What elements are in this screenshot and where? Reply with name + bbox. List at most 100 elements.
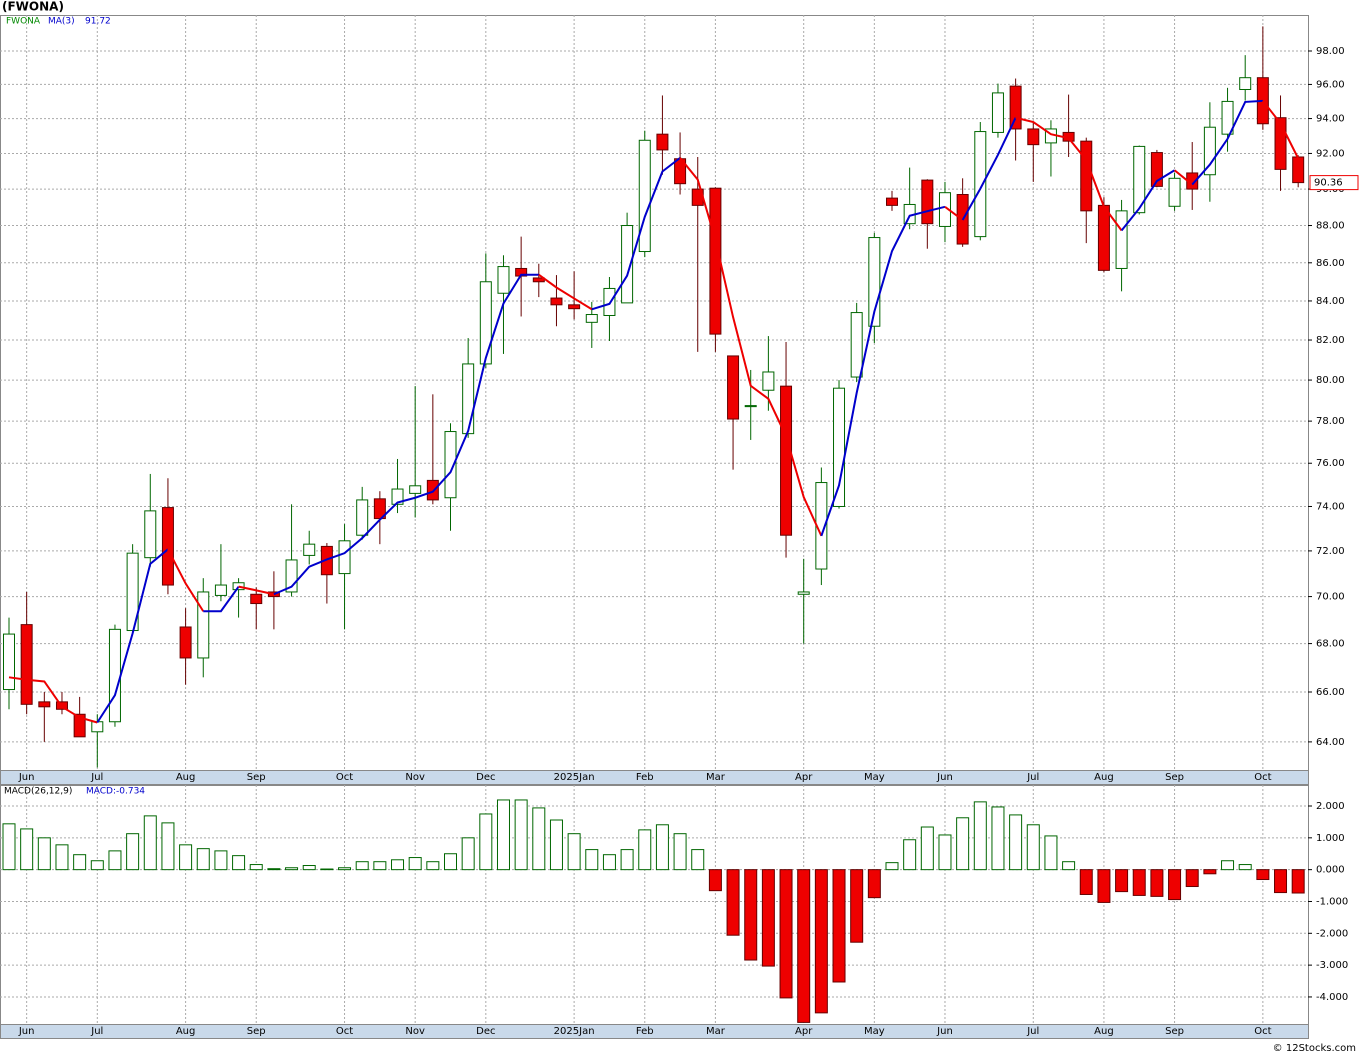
macd-bar xyxy=(1079,869,1093,895)
x-tick-label: 2025Jan xyxy=(554,1026,595,1037)
ma-line xyxy=(96,548,169,724)
candle-body xyxy=(1292,156,1305,184)
x-tick-label: Dec xyxy=(476,772,495,783)
ma-line xyxy=(1262,100,1300,159)
ma-line xyxy=(1173,169,1193,186)
x-tick-label: Aug xyxy=(1094,772,1114,783)
candle-body xyxy=(1203,126,1216,176)
macd-bar xyxy=(1256,869,1270,881)
x-tick-label: Dec xyxy=(476,1026,495,1037)
macd-bar xyxy=(1274,869,1288,894)
y-tick-label: 96.00 xyxy=(1316,79,1345,90)
legend-value: 91.72 xyxy=(85,17,111,27)
x-tick-label: Oct xyxy=(1254,1026,1271,1037)
candle-body xyxy=(144,510,157,559)
y-tick-label: 76.00 xyxy=(1316,458,1345,469)
macd-bar xyxy=(638,829,652,871)
x-tick-label: Nov xyxy=(405,772,425,783)
macd-bar xyxy=(1203,869,1217,875)
candle-body xyxy=(444,431,457,499)
macd-bar xyxy=(1062,861,1076,871)
y-tick-label: -4.000 xyxy=(1316,992,1348,1003)
macd-bar xyxy=(744,869,758,961)
candle-body xyxy=(1221,100,1234,135)
ma-line xyxy=(679,157,823,537)
macd-bar xyxy=(691,849,705,871)
candle-body xyxy=(568,304,581,310)
macd-bar xyxy=(338,867,352,871)
macd-bar xyxy=(55,844,69,871)
ma-line xyxy=(1120,169,1176,232)
macd-bar xyxy=(726,869,740,936)
y-tick-label: 84.00 xyxy=(1316,296,1345,307)
candle-body xyxy=(161,507,174,586)
y-tick-label: 94.00 xyxy=(1316,114,1345,125)
macd-panel xyxy=(0,785,1309,1039)
macd-bar xyxy=(479,813,493,871)
candle-body xyxy=(1150,152,1163,187)
candle-body xyxy=(356,499,369,536)
candle-body xyxy=(73,713,86,738)
chart-title: (FWONA) xyxy=(2,0,64,14)
macd-bar xyxy=(232,855,246,871)
date-strip xyxy=(0,770,1309,785)
candle-body xyxy=(285,559,298,593)
macd-bar xyxy=(1291,869,1305,894)
macd-bar xyxy=(1097,869,1111,903)
y-tick-label: 68.00 xyxy=(1316,639,1345,650)
ma-line xyxy=(944,206,964,221)
candle-body xyxy=(638,139,651,253)
x-tick-label: Jun xyxy=(18,772,35,783)
y-tick-label: -2.000 xyxy=(1316,928,1348,939)
x-tick-label: Mar xyxy=(706,1026,726,1037)
macd-bar xyxy=(2,823,16,871)
macd-bar xyxy=(267,868,281,871)
macd-bar xyxy=(514,799,528,871)
macd-bar xyxy=(373,861,387,871)
x-tick-label: Jul xyxy=(1026,772,1039,783)
x-tick-label: Sep xyxy=(1165,772,1184,783)
ma-line xyxy=(1191,99,1263,186)
y-tick-label: 66.00 xyxy=(1316,687,1345,698)
y-tick-label: 88.00 xyxy=(1316,221,1345,232)
candle-body xyxy=(91,721,104,733)
footer: © 12Stocks.com xyxy=(1273,1043,1356,1054)
candle-body xyxy=(1009,85,1022,130)
macd-bar xyxy=(1185,869,1199,888)
ma-line xyxy=(238,585,275,596)
macd-bar xyxy=(179,844,193,871)
x-tick-label: Jul xyxy=(1026,1026,1039,1037)
macd-bar xyxy=(585,849,599,871)
y-tick-label: 98.00 xyxy=(1316,46,1345,57)
macd-bar xyxy=(1009,814,1023,871)
macd-bar xyxy=(549,819,563,871)
price-tag xyxy=(1309,175,1359,191)
macd-bar xyxy=(1132,869,1146,896)
x-tick-label: Feb xyxy=(636,1026,654,1037)
ma-line xyxy=(538,273,593,311)
macd-bar xyxy=(973,801,987,871)
x-tick-label: May xyxy=(864,1026,885,1037)
macd-bar xyxy=(832,869,846,983)
x-tick-label: Sep xyxy=(247,1026,266,1037)
macd-bar xyxy=(761,869,775,967)
x-tick-label: Jul xyxy=(90,772,103,783)
macd-bar xyxy=(885,862,899,871)
y-tick-label: 2.000 xyxy=(1316,801,1345,812)
candle-body xyxy=(338,540,351,575)
legend-label: MACD(26,12,9) xyxy=(4,787,72,797)
macd-bar xyxy=(196,848,210,871)
candle-body xyxy=(391,488,404,505)
y-tick-label: 0.000 xyxy=(1316,865,1345,876)
macd-bar xyxy=(920,826,934,871)
candle-body xyxy=(197,591,210,659)
macd-bar xyxy=(320,868,334,871)
ma-line xyxy=(591,157,681,311)
x-tick-label: Oct xyxy=(1254,772,1271,783)
macd-bar xyxy=(73,854,87,871)
candle-body xyxy=(886,197,898,206)
candle-body xyxy=(797,591,810,595)
x-tick-label: Apr xyxy=(795,772,813,783)
